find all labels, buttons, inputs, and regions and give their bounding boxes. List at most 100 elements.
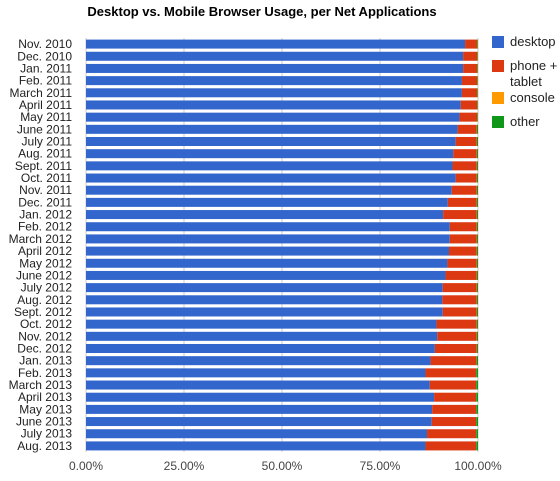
bar-segment [86,270,446,280]
bar-segment [86,124,458,134]
bar-segment [86,307,443,317]
bar-segment [429,380,477,390]
x-tick-label: 0.00% [69,459,103,473]
category-label: Dec. 2010 [17,49,72,63]
bar-segment [86,380,430,390]
bar-segment [463,51,478,61]
bar-segment [448,246,477,256]
bar-segment [459,112,478,122]
legend-swatch [492,116,504,128]
bar-segment [453,149,477,159]
category-label: Nov. 2011 [19,183,72,197]
bar-segment [455,136,477,147]
bar-segment [476,392,478,402]
bar-segment [442,283,477,293]
bar-segment [476,404,478,414]
bar-segment [477,76,478,86]
bar-segment [86,222,450,232]
bar-segment [436,319,477,329]
bar-segment [442,307,477,317]
bar-segment [86,197,448,207]
category-label: Dec. 2011 [18,195,72,209]
category-label: Nov. 2012 [18,329,72,343]
gridlines [85,38,479,452]
bar-segment [445,270,477,280]
bar-segment [86,246,449,256]
category-label: May 2012 [19,256,72,270]
bar-segment [477,88,478,98]
category-label: Jan. 2011 [20,61,72,75]
x-tick-label: 100.00% [454,459,502,473]
category-label: March 2011 [10,86,73,100]
bar-segment [86,417,432,427]
bar-segment [455,173,477,183]
legend-label: other [510,114,540,129]
category-label: April 2012 [18,244,72,258]
bar-segment [477,258,478,268]
bar-segment [477,222,478,232]
category-label: April 2011 [19,98,72,112]
bar-segment [434,343,477,354]
bar-segment [432,404,477,414]
bar-segment [476,417,478,427]
bar-segment [434,392,477,402]
legend-label: console [510,90,555,105]
bar-segment [463,63,478,73]
category-label: Feb. 2012 [18,220,72,234]
bar-segment [477,51,478,61]
bar-segment [86,319,437,329]
category-label: June 2012 [16,268,72,282]
legend-swatch [492,60,504,72]
bar-segment [447,197,477,207]
x-tick-label: 50.00% [262,459,303,473]
bar-segment [86,441,426,451]
bar-segment [477,295,478,305]
legend-label: desktop [510,34,556,49]
bar-segment [447,258,477,268]
category-label: Jan. 2013 [19,354,72,368]
category-label: Feb. 2013 [18,366,72,380]
legend-label: phone + tablet [510,58,557,89]
chart-title: Desktop vs. Mobile Browser Usage, per Ne… [87,4,436,19]
bar-segment [86,234,450,244]
category-label: June 2013 [16,415,72,429]
bar-segment [86,63,464,73]
bar-segment [430,356,477,366]
bar-segment [86,161,453,171]
bar-segment [477,173,478,183]
bar-segment [476,441,478,451]
bar-segment [86,112,460,122]
bar-segment [86,51,464,61]
bar-segment [86,185,452,195]
bar-segment [449,234,477,244]
category-label: Aug. 2011 [18,147,72,161]
bar-segment [461,88,478,98]
bar-segment [86,343,435,354]
bar-segment [477,234,478,244]
x-tick-label: 25.00% [164,459,205,473]
bar-segment [86,258,448,268]
category-label: Sept. 2011 [15,159,72,173]
bar-segment [437,331,477,341]
bar-segment [477,124,478,134]
bar-segment [461,76,478,86]
bar-segment [86,149,454,159]
bar-segment [443,210,477,220]
bar-segment [476,429,478,439]
category-label: June 2011 [17,122,72,136]
bar-segment [86,39,466,49]
category-label: Oct. 2012 [20,317,72,331]
category-label: Jan. 2012 [19,208,72,222]
bar-segment [86,76,462,86]
bar-segment [477,185,478,195]
bar-segment [476,356,478,366]
category-label: March 2013 [9,378,73,392]
bar-segment [477,283,478,293]
bar-segment [86,429,428,439]
bar-segment [477,149,478,159]
category-label: Aug. 2012 [17,293,72,307]
bar-segment [476,380,478,390]
bar-segment [451,185,477,195]
bar-segment [86,210,444,220]
